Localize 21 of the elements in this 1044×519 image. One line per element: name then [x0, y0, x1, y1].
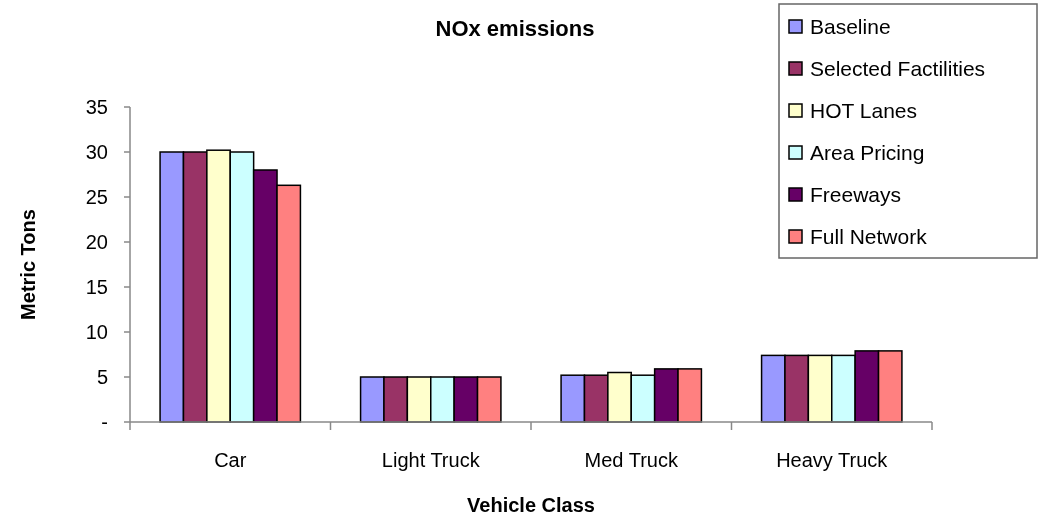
- legend-label: Baseline: [810, 15, 891, 39]
- chart-title: NOx emissions: [435, 16, 595, 41]
- y-tick-label: 15: [85, 276, 108, 298]
- legend-label: Area Pricing: [810, 141, 925, 165]
- y-tick-label: 10: [85, 321, 108, 343]
- y-tick-label: 25: [85, 186, 108, 208]
- y-tick-label: 35: [85, 96, 108, 118]
- x-tick-label: Light Truck: [381, 449, 481, 471]
- x-tick-label: Heavy Truck: [776, 449, 889, 471]
- x-tick-label: Med Truck: [584, 449, 679, 471]
- x-axis-title: Vehicle Class: [467, 494, 595, 516]
- legend-label: HOT Lanes: [810, 99, 917, 123]
- y-tick-label: 20: [85, 231, 108, 253]
- legend-label: Selected Factilities: [810, 57, 986, 81]
- legend-label: Full Network: [810, 225, 928, 249]
- legend-label: Freeways: [810, 183, 902, 207]
- x-tick-label: Car: [214, 449, 247, 471]
- y-axis-title: Metric Tons: [17, 209, 39, 320]
- y-tick-label: 5: [96, 366, 108, 388]
- y-tick-label: 30: [85, 141, 108, 163]
- y-tick-label: -: [101, 411, 108, 433]
